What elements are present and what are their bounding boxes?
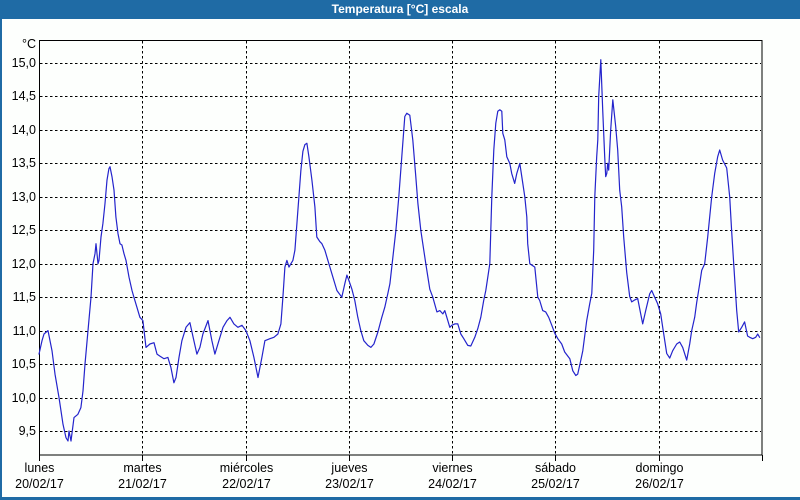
window-left-border [0,19,2,500]
y-axis-tick-label: 15,0 [11,55,36,70]
gridlines [40,41,761,454]
plot-frame [39,40,763,456]
y-axis-tick-label: 11,0 [12,323,36,338]
y-axis-tick-label: 14,5 [11,88,36,103]
x-axis-day-label: miércoles [219,461,274,475]
window-bottom-border [0,497,800,500]
x-axis-date-label: 21/02/17 [118,477,167,491]
x-axis-date-label: 23/02/17 [325,477,374,491]
x-axis-date-label: 22/02/17 [222,477,271,491]
y-axis-tick-label: 12,0 [11,256,36,271]
y-axis-tick-label: 13,5 [11,155,36,170]
x-axis-date-label: 20/02/17 [15,477,64,491]
x-axis-date-label: 26/02/17 [635,477,684,491]
y-axis-tick-label: 11,5 [12,289,36,304]
x-axis-day-label: viernes [432,461,473,475]
x-axis-day-label: jueves [331,461,368,475]
x-axis-day-label: domingo [635,461,684,475]
y-axis-tick-label: 10,0 [11,390,36,405]
axis-ticks [39,455,763,461]
x-axis-date-label: 25/02/17 [531,477,580,491]
x-axis-day-label: lunes [24,461,55,475]
x-axis-day-label: sábado [534,461,576,475]
title-bar: Temperatura [°C] escala [0,0,800,19]
y-axis-tick-label: 14,0 [11,122,36,137]
y-axis-unit-label: °C [21,37,36,51]
window-title: Temperatura [°C] escala [331,2,469,16]
x-axis-day-label: martes [123,461,162,475]
temperature-line [38,59,761,442]
x-axis-date-label: 24/02/17 [428,477,477,491]
y-axis-tick-label: 10,5 [11,356,36,371]
y-axis-tick-label: 12,5 [11,222,36,237]
y-axis-tick-label: 9,5 [18,423,36,438]
y-axis-tick-label: 13,0 [11,189,36,204]
